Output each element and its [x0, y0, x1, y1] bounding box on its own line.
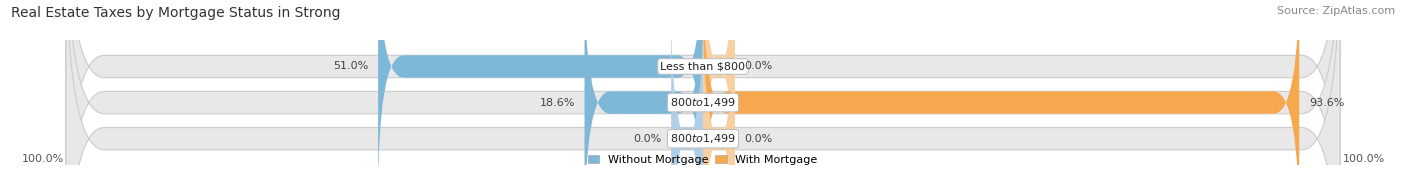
Text: Real Estate Taxes by Mortgage Status in Strong: Real Estate Taxes by Mortgage Status in … [11, 6, 340, 20]
Text: 93.6%: 93.6% [1309, 98, 1344, 108]
FancyBboxPatch shape [671, 5, 703, 196]
FancyBboxPatch shape [66, 0, 1340, 196]
FancyBboxPatch shape [703, 5, 735, 196]
Text: $800 to $1,499: $800 to $1,499 [671, 96, 735, 109]
Legend: Without Mortgage, With Mortgage: Without Mortgage, With Mortgage [583, 150, 823, 169]
Text: 100.0%: 100.0% [21, 154, 63, 164]
Text: $800 to $1,499: $800 to $1,499 [671, 132, 735, 145]
Text: Source: ZipAtlas.com: Source: ZipAtlas.com [1277, 6, 1395, 16]
FancyBboxPatch shape [703, 0, 1299, 196]
FancyBboxPatch shape [378, 0, 703, 196]
FancyBboxPatch shape [66, 0, 1340, 196]
Text: 100.0%: 100.0% [1343, 154, 1385, 164]
Text: 0.0%: 0.0% [633, 134, 662, 144]
Text: 0.0%: 0.0% [744, 134, 773, 144]
Text: 18.6%: 18.6% [540, 98, 575, 108]
Text: 51.0%: 51.0% [333, 62, 368, 72]
Text: 0.0%: 0.0% [744, 62, 773, 72]
FancyBboxPatch shape [66, 0, 1340, 196]
FancyBboxPatch shape [585, 0, 703, 196]
FancyBboxPatch shape [703, 0, 735, 196]
Text: Less than $800: Less than $800 [661, 62, 745, 72]
